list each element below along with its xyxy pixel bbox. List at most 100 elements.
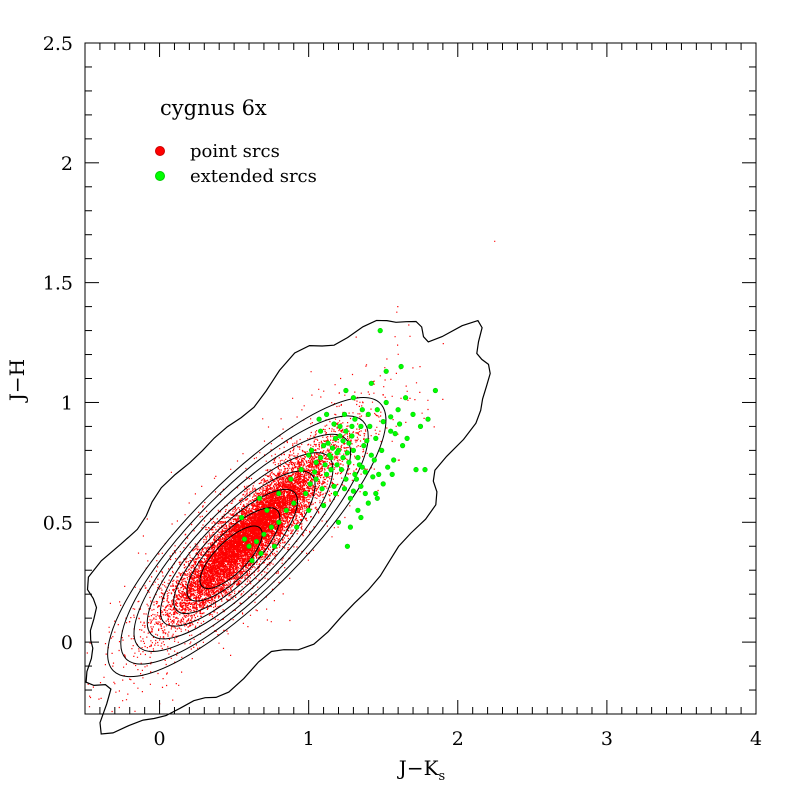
extended-src-point [373, 435, 379, 442]
extended-src-point [389, 471, 395, 478]
point-srcs-series [86, 240, 496, 713]
extended-src-point [379, 447, 385, 454]
extended-src-point [258, 550, 264, 557]
extended-src-point [410, 411, 416, 418]
extended-src-point [350, 447, 357, 454]
density-contour [120, 415, 369, 665]
density-contours [85, 319, 491, 735]
extended-src-point [276, 490, 282, 497]
extended-src-point [334, 450, 340, 456]
extended-src-point [365, 411, 371, 418]
extended-src-point [340, 455, 346, 461]
y-tick-label: 0 [61, 632, 73, 654]
extended-src-point [331, 483, 337, 489]
y-tick-label: 0.5 [43, 512, 73, 534]
extended-src-point [328, 467, 334, 473]
extended-srcs-series [239, 328, 439, 564]
extended-src-point [271, 543, 278, 549]
x-tick-label: 0 [154, 728, 166, 750]
extended-src-point [338, 467, 345, 473]
extended-src-point [391, 457, 397, 463]
extended-src-point [325, 440, 331, 446]
extended-src-point [362, 469, 368, 475]
extended-src-point [374, 495, 380, 501]
extended-src-point [349, 433, 355, 439]
extended-src-point [322, 462, 328, 468]
extended-src-point [326, 452, 333, 458]
extended-src-point [346, 440, 352, 446]
extended-src-point [352, 471, 358, 478]
extended-src-point [334, 462, 340, 468]
extended-src-point [307, 481, 313, 487]
extended-src-point [404, 435, 410, 442]
y-axis-title: J−H [5, 359, 29, 403]
extended-src-point [288, 476, 294, 482]
extended-src-point [306, 452, 312, 458]
extended-src-point [359, 407, 365, 413]
extended-src-point [368, 380, 374, 386]
x-tick-labels: 0 1 2 3 4 [154, 728, 763, 750]
extended-src-point [417, 423, 424, 430]
extended-src-point [313, 459, 319, 466]
x-tick-label: 3 [601, 728, 613, 750]
extended-src-point [422, 467, 428, 473]
extended-src-point [377, 328, 383, 334]
extended-src-point [283, 507, 289, 513]
extended-src-point [383, 368, 389, 374]
y-tick-labels: 0 0.5 1 1.5 2 2.5 [43, 33, 73, 654]
extended-src-point [374, 407, 380, 413]
extended-src-point [309, 447, 315, 454]
extended-src-point [343, 428, 349, 434]
y-tick-label: 1 [61, 392, 73, 414]
extended-src-point [398, 363, 404, 370]
extended-src-point [329, 445, 336, 451]
extended-src-point [364, 438, 370, 444]
extended-src-point [362, 490, 368, 497]
extended-src-point [253, 538, 260, 545]
extended-src-point [397, 421, 403, 427]
extended-src-point [303, 490, 309, 497]
extended-src-point [361, 443, 367, 449]
outer-density-contour [85, 319, 491, 735]
point-srcs-dots [86, 240, 496, 713]
extended-src-point [249, 557, 255, 564]
extended-src-point [337, 433, 343, 439]
extended-src-point [359, 464, 365, 470]
density-contour [107, 397, 387, 678]
density-contour [173, 488, 298, 615]
extended-src-point [319, 486, 325, 492]
extended-src-point [368, 452, 374, 458]
extended-src-point [385, 464, 391, 470]
x-tick-label: 2 [452, 728, 464, 750]
extended-src-point [239, 514, 245, 521]
extended-src-point [392, 431, 398, 437]
x-axis-title: J−Ks [397, 756, 445, 784]
y-tick-label: 2 [61, 153, 73, 175]
extended-src-point [350, 488, 357, 494]
extended-src-point [344, 543, 351, 549]
extended-src-point [376, 471, 382, 478]
extended-src-point [347, 524, 354, 530]
extended-src-point [343, 387, 349, 394]
extended-src-point [380, 419, 386, 425]
extended-src-point [425, 416, 431, 422]
extended-src-point [365, 500, 371, 506]
x-axis-title-main: J−K [397, 756, 440, 780]
extended-src-point [347, 495, 354, 501]
extended-src-point [413, 467, 419, 473]
extended-src-point [355, 507, 361, 513]
extended-src-point [276, 519, 282, 525]
extended-src-point [268, 524, 275, 530]
extended-src-point [261, 531, 267, 537]
extended-src-point [313, 476, 319, 482]
legend-marker-extended-srcs [155, 171, 165, 181]
extended-src-point [291, 500, 297, 506]
extended-src-point [355, 455, 361, 461]
density-contour [186, 507, 281, 602]
x-tick-label: 4 [750, 728, 762, 750]
extended-src-point [371, 457, 377, 463]
x-tick-label: 1 [303, 728, 315, 750]
extended-src-point [400, 443, 406, 449]
extended-src-point [246, 543, 252, 549]
extended-src-point [383, 399, 389, 406]
